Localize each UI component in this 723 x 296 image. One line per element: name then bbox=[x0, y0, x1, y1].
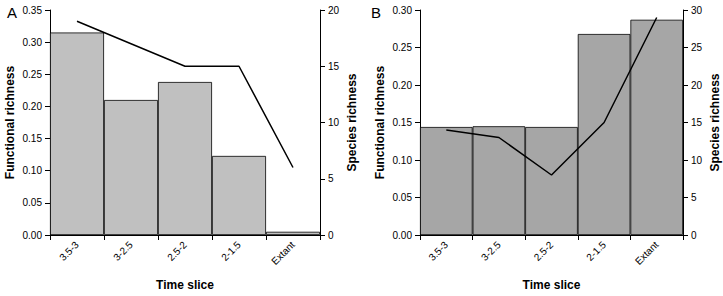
svg-text:0.00: 0.00 bbox=[23, 230, 43, 241]
svg-text:2-1.5: 2-1.5 bbox=[219, 239, 243, 263]
svg-text:0.00: 0.00 bbox=[393, 230, 413, 241]
svg-text:0: 0 bbox=[328, 230, 334, 241]
svg-text:25: 25 bbox=[691, 42, 703, 53]
svg-text:0.05: 0.05 bbox=[23, 197, 43, 208]
svg-text:Time slice: Time slice bbox=[523, 278, 581, 292]
svg-text:5: 5 bbox=[691, 192, 697, 203]
svg-text:20: 20 bbox=[691, 80, 703, 91]
svg-text:3-2.5: 3-2.5 bbox=[111, 239, 135, 263]
svg-text:0.10: 0.10 bbox=[393, 155, 413, 166]
svg-text:10: 10 bbox=[328, 117, 340, 128]
svg-text:0.25: 0.25 bbox=[23, 69, 43, 80]
svg-text:Time slice: Time slice bbox=[156, 278, 214, 292]
svg-text:0.15: 0.15 bbox=[23, 133, 43, 144]
svg-text:3.5-3: 3.5-3 bbox=[57, 239, 81, 263]
svg-text:0.30: 0.30 bbox=[23, 37, 43, 48]
svg-text:0.35: 0.35 bbox=[23, 5, 43, 16]
svg-text:0.05: 0.05 bbox=[393, 192, 413, 203]
svg-text:0.15: 0.15 bbox=[393, 117, 413, 128]
svg-text:0.20: 0.20 bbox=[393, 80, 413, 91]
svg-text:0.10: 0.10 bbox=[23, 165, 43, 176]
svg-text:2-1.5: 2-1.5 bbox=[584, 239, 608, 263]
svg-text:30: 30 bbox=[691, 5, 703, 16]
svg-text:0.25: 0.25 bbox=[393, 42, 413, 53]
svg-text:B: B bbox=[371, 4, 381, 21]
svg-text:3.5-3: 3.5-3 bbox=[426, 239, 450, 263]
svg-text:0.20: 0.20 bbox=[23, 101, 43, 112]
svg-text:Extant: Extant bbox=[633, 239, 661, 267]
svg-text:20: 20 bbox=[328, 5, 340, 16]
svg-text:3-2.5: 3-2.5 bbox=[479, 239, 503, 263]
svg-text:Functional richness: Functional richness bbox=[373, 65, 387, 179]
svg-text:Species richness: Species richness bbox=[345, 73, 359, 171]
svg-text:A: A bbox=[7, 4, 17, 21]
svg-text:5: 5 bbox=[328, 173, 334, 184]
svg-text:10: 10 bbox=[691, 155, 703, 166]
svg-text:2.5-2: 2.5-2 bbox=[532, 239, 556, 263]
svg-text:0.30: 0.30 bbox=[393, 5, 413, 16]
svg-text:Extant: Extant bbox=[269, 239, 297, 267]
svg-text:15: 15 bbox=[691, 117, 703, 128]
svg-text:Species richness: Species richness bbox=[708, 73, 722, 171]
svg-text:15: 15 bbox=[328, 61, 340, 72]
svg-text:0: 0 bbox=[691, 230, 697, 241]
svg-text:2.5-2: 2.5-2 bbox=[165, 239, 189, 263]
svg-text:Functional richness: Functional richness bbox=[3, 65, 17, 179]
